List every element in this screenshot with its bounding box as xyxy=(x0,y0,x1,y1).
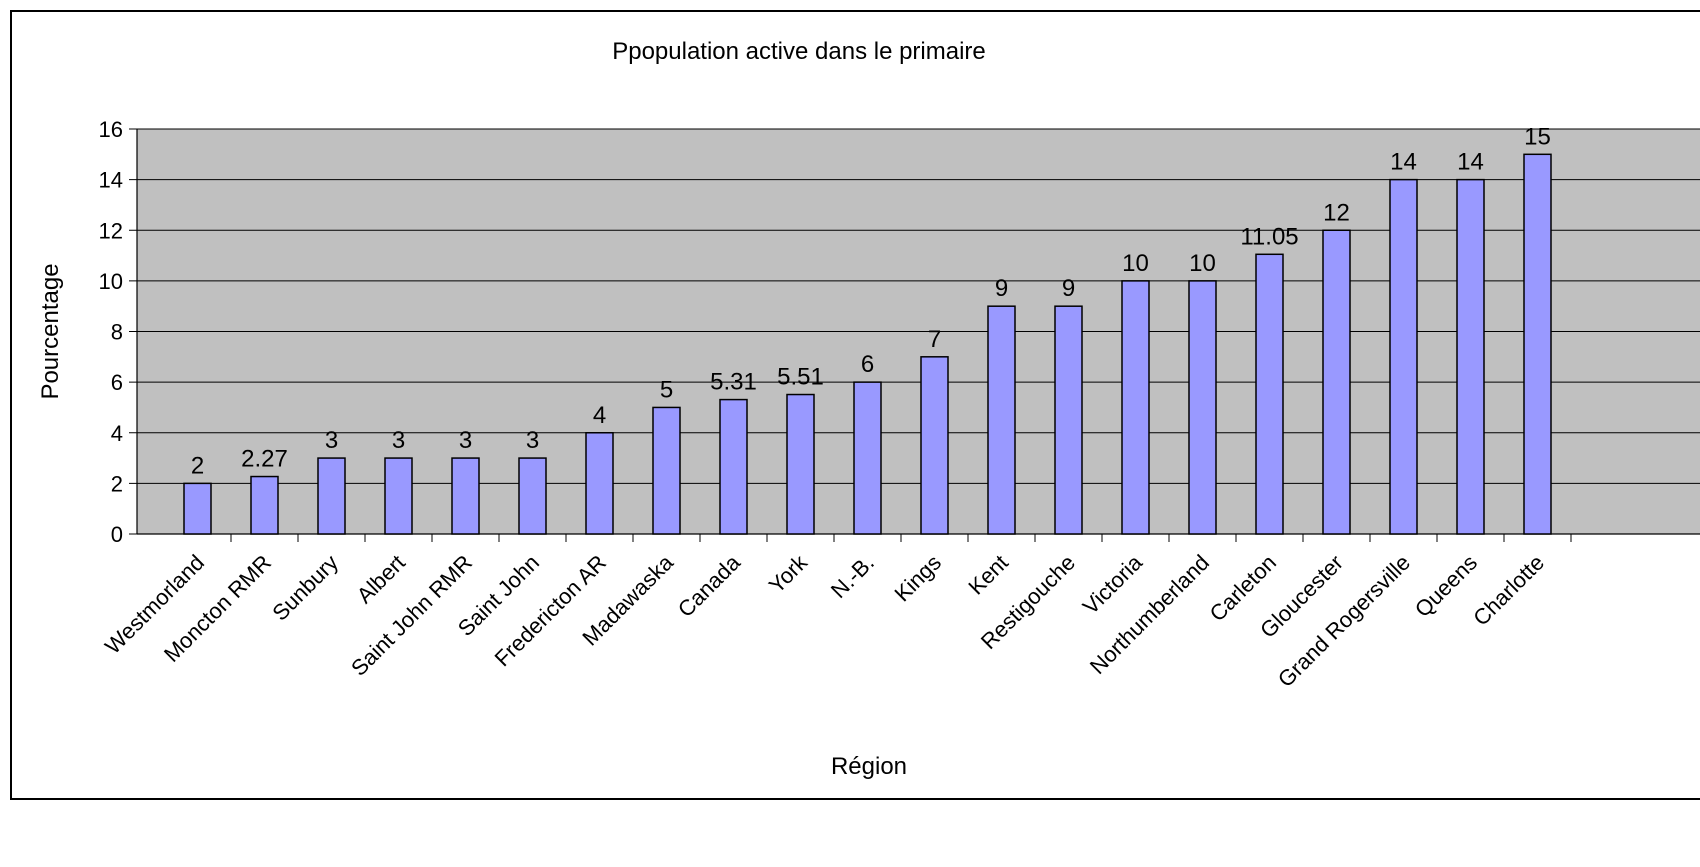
y-tick-label: 6 xyxy=(111,370,123,395)
y-tick-label: 12 xyxy=(99,218,123,243)
data-label: 5.31 xyxy=(710,369,757,396)
data-label: 3 xyxy=(325,427,338,454)
bar xyxy=(451,457,480,535)
data-label: 5 xyxy=(660,376,673,403)
bar xyxy=(652,406,681,535)
chart-title: Ppopulation active dans le primaire xyxy=(612,38,986,65)
data-label: 6 xyxy=(861,351,874,378)
data-label: 5.51 xyxy=(777,364,824,391)
bar xyxy=(1255,253,1284,535)
data-label: 9 xyxy=(1062,275,1075,302)
bar xyxy=(183,482,212,535)
bar xyxy=(585,432,614,535)
bar xyxy=(1523,153,1552,535)
x-axis-title: Région xyxy=(831,753,907,780)
x-tick-label: Northumberland xyxy=(1085,550,1214,679)
data-label: 10 xyxy=(1189,250,1216,277)
data-label: 2.27 xyxy=(241,446,288,473)
x-tick-label: N.-B. xyxy=(826,550,879,603)
bar xyxy=(853,381,882,535)
data-label: 3 xyxy=(459,427,472,454)
bar xyxy=(786,393,815,535)
x-tick-label: Kent xyxy=(963,550,1013,600)
x-tick-label: Saint John RMR xyxy=(346,550,477,681)
bar xyxy=(719,398,748,535)
data-label: 12 xyxy=(1323,199,1350,226)
data-label: 2 xyxy=(191,452,204,479)
bar xyxy=(1456,178,1485,535)
x-tick-label: Albert xyxy=(352,550,410,608)
bar xyxy=(1121,280,1150,535)
y-tick-label: 14 xyxy=(99,168,123,193)
bar xyxy=(1389,178,1418,535)
data-label: 3 xyxy=(392,427,405,454)
y-tick-label: 10 xyxy=(99,269,123,294)
bar xyxy=(1322,229,1351,535)
data-label: 10 xyxy=(1122,250,1149,277)
chart-frame: Ppopulation active dans le primaire Pour… xyxy=(10,10,1700,800)
bar xyxy=(518,457,547,535)
data-label: 14 xyxy=(1390,149,1417,176)
bar xyxy=(250,475,279,535)
x-tick-label: Charlotte xyxy=(1468,550,1549,631)
data-label: 9 xyxy=(995,275,1008,302)
y-tick-label: 8 xyxy=(111,320,123,345)
bar xyxy=(987,305,1016,535)
data-label: 15 xyxy=(1524,123,1551,150)
data-label: 14 xyxy=(1457,149,1484,176)
data-label: 11.05 xyxy=(1240,223,1298,250)
chart-svg: Ppopulation active dans le primaire Pour… xyxy=(37,38,1700,780)
bar xyxy=(1054,305,1083,535)
x-tick-label: York xyxy=(764,549,813,598)
bar xyxy=(1188,280,1217,535)
x-tick-label: Kings xyxy=(889,550,946,607)
data-label: 7 xyxy=(928,326,941,353)
y-tick-label: 2 xyxy=(111,471,123,496)
bar xyxy=(384,457,413,535)
y-tick-label: 0 xyxy=(111,522,123,547)
data-label: 4 xyxy=(593,402,606,429)
y-axis-title: Pourcentage xyxy=(37,263,64,399)
x-tick-label: Sunbury xyxy=(267,550,343,626)
y-tick-label: 4 xyxy=(111,421,123,446)
x-tick-label: Canada xyxy=(673,549,746,622)
data-label: 3 xyxy=(526,427,539,454)
bar xyxy=(920,356,949,535)
bar xyxy=(317,457,346,535)
y-tick-label: 16 xyxy=(99,117,123,142)
